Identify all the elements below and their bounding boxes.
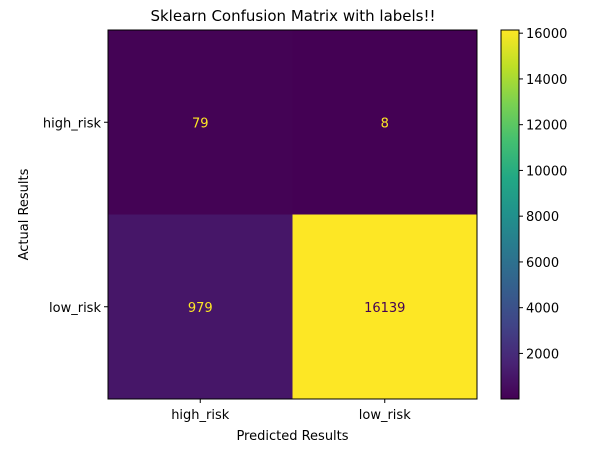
cell-value-label: 8 — [381, 116, 389, 131]
heatmap-cell — [292, 214, 477, 399]
colorbar-tick-label: 2000 — [526, 347, 559, 362]
cell-value-label: 79 — [192, 116, 209, 131]
colorbar-tick-label: 14000 — [526, 73, 567, 88]
y-axis-ticks: high_risk low_risk — [43, 116, 108, 316]
chart-title: Sklearn Confusion Matrix with labels!! — [150, 7, 435, 25]
x-tick-label: high_risk — [171, 408, 230, 423]
y-axis-label: Actual Results — [17, 168, 32, 260]
colorbar-ticks: 2000 4000 6000 8000 10000 12000 14000 16000 — [519, 27, 567, 362]
heatmap-cell — [108, 30, 293, 215]
colorbar-tick-label: 6000 — [526, 256, 559, 271]
x-tick-label: low_risk — [359, 408, 411, 423]
colorbar-tick-label: 16000 — [526, 27, 567, 42]
heatmap-cells: 79 8 979 16139 — [108, 30, 477, 399]
cell-value-label: 16139 — [364, 301, 405, 316]
x-axis-ticks: high_risk low_risk — [171, 399, 411, 423]
colorbar — [500, 29, 520, 400]
colorbar-tick-label: 4000 — [526, 302, 559, 317]
y-tick-label: low_risk — [49, 301, 101, 316]
x-axis-label: Predicted Results — [236, 429, 348, 444]
heatmap-cell — [292, 30, 477, 215]
heatmap-cell — [108, 214, 293, 399]
y-tick-label: high_risk — [43, 116, 102, 131]
plot-frame — [107, 29, 478, 400]
cell-value-label: 979 — [188, 301, 213, 316]
colorbar-tick-label: 8000 — [526, 210, 559, 225]
colorbar-tick-label: 12000 — [526, 119, 567, 134]
colorbar-tick-label: 10000 — [526, 164, 567, 179]
